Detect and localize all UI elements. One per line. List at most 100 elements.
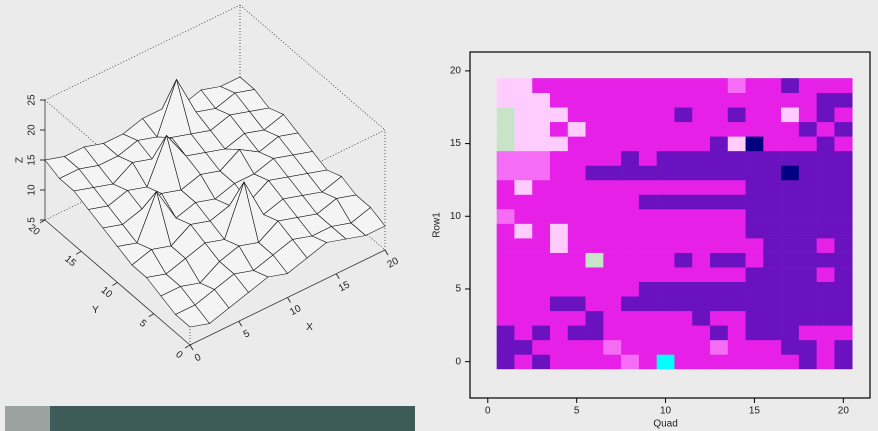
heatmap-cell <box>550 107 569 123</box>
map-thumbnail <box>5 406 415 431</box>
x-tick-label: 15 <box>749 406 761 417</box>
heatmap-cell <box>816 78 835 94</box>
heatmap-cell <box>638 150 657 166</box>
heatmap-plot: 0 5 10 15 20 0 5 10 15 20 Quad Row1 <box>432 66 853 430</box>
heatmap-cell <box>727 150 746 166</box>
heatmap-cell <box>567 209 586 224</box>
heatmap-cell <box>621 121 640 137</box>
heatmap-cell <box>692 78 711 94</box>
heatmap-frame <box>469 51 871 399</box>
heatmap-cell <box>638 179 657 195</box>
heatmap-cell <box>816 107 835 123</box>
heatmap-cell <box>692 107 711 123</box>
x-tick-label: 5 <box>574 406 580 417</box>
heatmap-cell <box>656 107 675 123</box>
heatmap-cell <box>692 281 711 297</box>
heatmap-cell <box>532 310 551 326</box>
heatmap-cell <box>692 339 711 355</box>
heatmap-cell <box>781 194 800 210</box>
y-tick-label: 20 <box>450 66 462 77</box>
heatmap-cell <box>567 238 586 253</box>
heatmap-cell <box>798 179 817 195</box>
heatmap-cell <box>638 339 657 355</box>
x-tick <box>287 297 291 303</box>
heatmap-cell <box>638 107 657 123</box>
heatmap-cell <box>781 78 800 94</box>
heatmap-cell <box>727 310 746 326</box>
x-axis-title: X <box>306 322 313 333</box>
heatmap-cell <box>532 267 551 282</box>
heatmap-cell <box>514 252 533 268</box>
heatmap-cell <box>621 78 640 94</box>
heatmap-cell <box>496 136 515 152</box>
heatmap-cell <box>638 238 657 253</box>
heatmap-cell <box>567 339 586 355</box>
z-tick-label: 5 <box>27 217 38 223</box>
heatmap-cell <box>781 252 800 268</box>
heatmap-cell <box>727 179 746 195</box>
heatmap-cell <box>550 325 569 341</box>
heatmap-cell <box>621 310 640 326</box>
heatmap-cell <box>603 209 622 224</box>
heatmap-cell <box>656 223 675 239</box>
heatmap-cell <box>710 209 729 224</box>
heatmap-cell <box>585 252 604 268</box>
heatmap-cell <box>727 238 746 253</box>
box-edge <box>44 4 241 101</box>
heatmap-cell <box>532 179 551 195</box>
heatmap-cell <box>692 194 711 210</box>
heatmap-cell <box>834 150 853 166</box>
heatmap-cell <box>674 267 693 282</box>
heatmap-cell <box>621 165 640 181</box>
heatmap-cell <box>514 150 533 166</box>
heatmap-cell <box>834 310 853 326</box>
heatmap-cell <box>532 325 551 341</box>
heatmap-cell <box>496 354 515 370</box>
heatmap-cell <box>603 107 622 123</box>
heatmap-cell <box>656 92 675 108</box>
heatmap-cell <box>638 281 657 297</box>
heatmap-cell <box>692 354 711 370</box>
heatmap-cell <box>727 121 746 137</box>
heatmap-cell <box>816 165 835 181</box>
heatmap-cell <box>816 209 835 224</box>
heatmap-cell <box>763 136 782 152</box>
heatmap-cell <box>745 209 764 224</box>
heatmap-cell <box>763 194 782 210</box>
heatmap-cell <box>656 354 675 370</box>
heatmap-cell <box>727 209 746 224</box>
heatmap-cell <box>798 194 817 210</box>
box-edge <box>239 4 386 131</box>
heatmap-cell <box>816 136 835 152</box>
heatmap-cell <box>710 136 729 152</box>
z-tick-label: 20 <box>27 124 38 136</box>
heatmap-cell <box>816 121 835 137</box>
heatmap-cell <box>798 339 817 355</box>
heatmap-cell <box>496 209 515 224</box>
heatmap-cell <box>550 179 569 195</box>
heatmap-cell <box>692 310 711 326</box>
y-tick <box>112 282 118 286</box>
heatmap-cell <box>727 165 746 181</box>
heatmap-cell <box>692 252 711 268</box>
heatmap-cell <box>674 194 693 210</box>
heatmap-cell <box>621 194 640 210</box>
y-axis-title: Y <box>92 305 99 316</box>
heatmap-cell <box>638 267 657 282</box>
heatmap-cell <box>745 107 764 123</box>
heatmap-cell <box>710 78 729 94</box>
heatmap-cell <box>514 92 533 108</box>
heatmap-cell <box>834 238 853 253</box>
heatmap-cell <box>656 194 675 210</box>
heatmap-cell <box>514 121 533 137</box>
heatmap-cell <box>781 179 800 195</box>
heatmap-cell <box>496 281 515 297</box>
heatmap-cell <box>638 296 657 312</box>
heatmap-cell <box>692 136 711 152</box>
heatmap-cell <box>710 92 729 108</box>
heatmap-cell <box>532 209 551 224</box>
heatmap-cell <box>674 107 693 123</box>
heatmap-cell <box>816 179 835 195</box>
heatmap-cell <box>514 325 533 341</box>
heatmap-cell <box>621 107 640 123</box>
